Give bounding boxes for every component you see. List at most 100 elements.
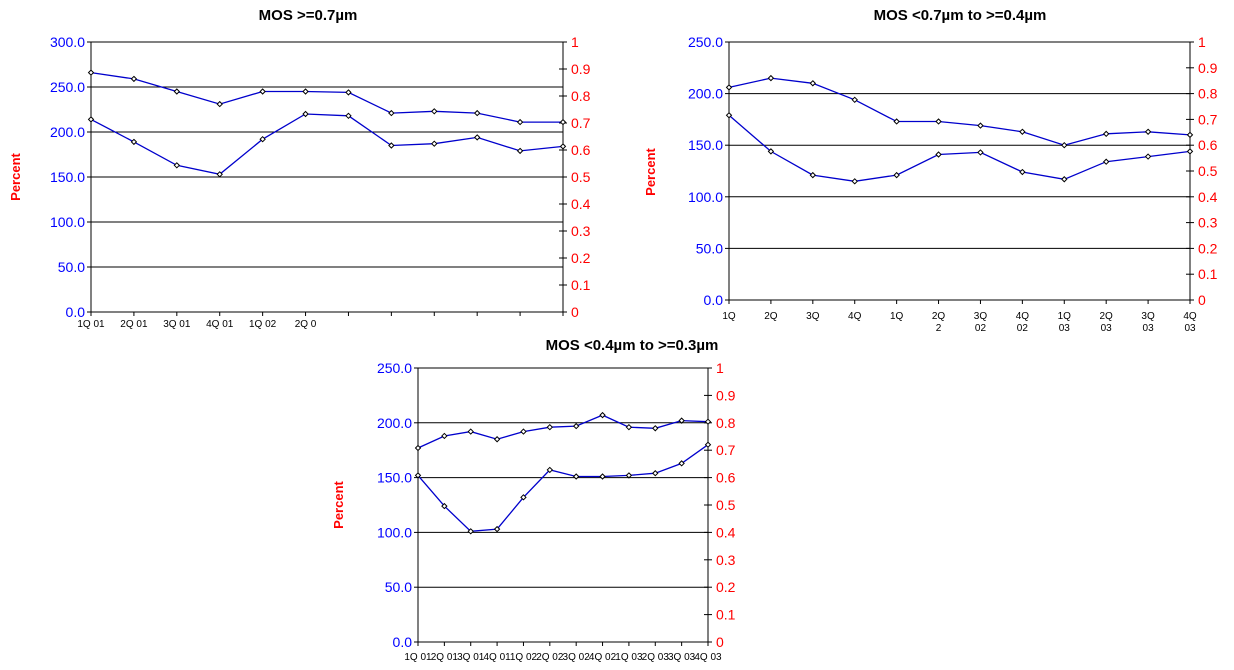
y-axis-label: Percent: [331, 480, 346, 528]
y-tick-label: 100.0: [688, 189, 723, 205]
data-point: [302, 110, 309, 118]
right-tick-label: 0.8: [571, 88, 591, 104]
x-tick-label: 3Q: [806, 311, 820, 322]
data-point: [1144, 153, 1152, 160]
right-tick-label: 0.7: [716, 442, 736, 458]
x-tick-label: 03: [1184, 323, 1196, 334]
series-line-1: [90, 71, 563, 123]
y-tick-label: 250.0: [688, 34, 723, 50]
y-tick-label: 250.0: [377, 360, 412, 376]
data-point: [1144, 128, 1152, 135]
x-tick-label: 02: [975, 323, 987, 334]
right-tick-label: 0.1: [571, 277, 591, 293]
data-point: [1186, 148, 1194, 155]
x-tick-label: 3Q: [974, 311, 988, 322]
chart-title: MOS >=0.7µm: [259, 7, 358, 24]
x-tick-label: 1Q 01: [404, 652, 432, 663]
y-tick-label: 150.0: [377, 470, 412, 486]
right-tick-label: 1: [716, 360, 724, 376]
data-point: [216, 100, 223, 108]
y-tick-label: 200.0: [377, 415, 412, 431]
y-axis-label: Percent: [643, 147, 658, 195]
y-tick-label: 250.0: [50, 79, 85, 95]
y-tick-label: 100.0: [377, 524, 412, 540]
right-tick-label: 0.5: [571, 169, 591, 185]
y-tick-label: 300.0: [50, 34, 85, 50]
series-line-2: [417, 444, 709, 532]
x-tick-label: 4Q 01: [483, 652, 511, 663]
data-point: [678, 460, 685, 467]
data-point: [559, 143, 567, 150]
data-point: [893, 118, 900, 125]
data-point: [259, 135, 266, 143]
x-tick-label: 03: [1059, 323, 1071, 334]
chart-1: MOS >=0.7µm Percent 0.0 50.0 100.0 150.0 200.0…: [8, 7, 591, 330]
data-point: [388, 109, 395, 117]
data-point: [678, 417, 685, 424]
x-tick-label: 4Q 01: [206, 319, 234, 330]
y-tick-label: 150.0: [688, 137, 723, 153]
data-point: [851, 178, 858, 185]
x-tick-label: 1Q: [1058, 311, 1072, 322]
right-tick-label: 0.4: [571, 196, 591, 212]
data-point: [935, 118, 942, 125]
right-tick-label: 0.9: [1198, 60, 1218, 76]
chart-3: MOS <0.4µm to >=0.3µm Percent 0.0 50.0 100.0…: [331, 337, 736, 663]
x-tick-label: 2Q 0: [295, 319, 317, 330]
series-line-2: [90, 113, 564, 176]
y-tick-label: 200.0: [688, 86, 723, 102]
right-tick-label: 0.5: [716, 497, 736, 513]
x-tick-label: 03: [1101, 323, 1113, 334]
data-point: [851, 96, 858, 103]
data-point: [546, 423, 554, 431]
data-point: [516, 147, 524, 155]
data-point: [467, 528, 474, 535]
data-point: [767, 148, 775, 155]
x-tick-label: 4Q 02: [589, 652, 617, 663]
data-point: [302, 88, 309, 95]
right-tick-label: 1: [1198, 34, 1206, 50]
data-point: [473, 109, 481, 117]
data-point: [493, 436, 501, 443]
chart-2: MOS <0.7µm to >=0.4µm Percent 0.0 50.0 100.0…: [643, 7, 1218, 334]
data-point: [520, 428, 527, 435]
data-point: [652, 425, 659, 432]
data-point: [473, 134, 481, 141]
data-point: [441, 502, 448, 510]
x-tick-label: 02: [1017, 323, 1029, 334]
right-tick-label: 0.9: [716, 387, 736, 403]
x-tick-label: 1Q 02: [510, 652, 538, 663]
right-tick-label: 0.2: [716, 579, 736, 595]
right-tick-label: 0.3: [1198, 215, 1218, 231]
series-line-2: [728, 114, 1191, 182]
data-point: [572, 473, 580, 480]
data-point: [1019, 168, 1026, 176]
series-line-1: [728, 77, 1191, 146]
data-point: [1102, 158, 1110, 165]
data-point: [625, 472, 633, 479]
data-point: [809, 171, 817, 179]
data-point: [1102, 130, 1110, 138]
right-tick-label: 0.7: [571, 115, 591, 131]
x-tick-label: 2Q: [932, 311, 946, 322]
x-tick-label: 4Q: [1016, 311, 1030, 322]
data-point: [767, 74, 775, 82]
x-tick-label: 4Q: [848, 311, 862, 322]
data-point: [704, 441, 712, 448]
x-tick-label: 3Q 01: [163, 319, 191, 330]
data-point: [87, 69, 95, 76]
data-point: [1019, 128, 1026, 135]
x-tick-label: 4Q 03: [694, 652, 722, 663]
y-tick-label: 50.0: [58, 259, 85, 275]
x-tick-label: 2Q 01: [120, 319, 148, 330]
data-point: [388, 142, 395, 149]
data-point: [725, 84, 733, 91]
right-tick-label: 0.4: [1198, 189, 1218, 205]
x-tick-label: 3Q: [1141, 311, 1155, 322]
y-tick-label: 200.0: [50, 124, 85, 140]
data-point: [467, 428, 474, 435]
right-tick-label: 0.8: [1198, 86, 1218, 102]
data-point: [625, 423, 633, 431]
data-point: [441, 432, 448, 440]
x-tick-label: 4Q: [1183, 311, 1197, 322]
